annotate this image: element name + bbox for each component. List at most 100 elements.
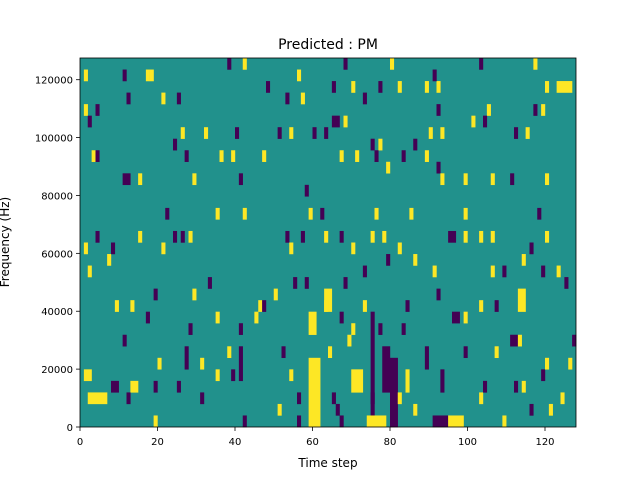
heatmap-cell bbox=[192, 288, 197, 301]
heatmap-cell bbox=[331, 81, 336, 93]
heatmap-cell bbox=[258, 300, 263, 312]
heatmap-cell bbox=[238, 346, 243, 382]
heatmap-cell bbox=[405, 369, 410, 393]
heatmap-cell bbox=[188, 230, 193, 243]
heatmap-cell bbox=[405, 300, 410, 312]
heatmap-cell bbox=[424, 346, 429, 370]
heatmap-cell bbox=[176, 380, 181, 393]
heatmap-cell bbox=[541, 104, 546, 116]
heatmap-cell bbox=[556, 81, 573, 93]
heatmap-cell bbox=[339, 150, 344, 162]
y-tick-label: 0 bbox=[67, 423, 73, 434]
heatmap-cell bbox=[362, 92, 367, 105]
x-tick-label: 120 bbox=[535, 437, 554, 448]
heatmap-cell bbox=[494, 346, 499, 359]
heatmap-cell bbox=[122, 69, 127, 82]
heatmap-cell bbox=[370, 230, 375, 243]
heatmap-cell bbox=[83, 369, 92, 382]
heatmap-cell bbox=[324, 230, 329, 243]
heatmap-cell bbox=[541, 369, 546, 382]
heatmap-cell bbox=[382, 230, 387, 243]
heatmap-cell bbox=[471, 115, 476, 128]
heatmap-cell bbox=[173, 138, 178, 151]
heatmap-cell bbox=[207, 277, 212, 289]
heatmap-cell bbox=[130, 380, 139, 393]
heatmap-cell bbox=[556, 265, 561, 278]
heatmap-cell bbox=[262, 300, 267, 312]
heatmap-cell bbox=[413, 254, 418, 266]
heatmap-cell bbox=[107, 254, 112, 266]
heatmap-cell bbox=[529, 242, 534, 255]
heatmap-cell bbox=[517, 334, 522, 347]
y-tick-label: 60000 bbox=[41, 249, 73, 260]
heatmap-cell bbox=[87, 115, 92, 128]
heatmap-cell bbox=[378, 138, 383, 151]
heatmap-cell bbox=[436, 161, 441, 174]
heatmap-cell bbox=[343, 115, 348, 128]
y-tick-label: 100000 bbox=[35, 134, 73, 145]
heatmap-cell bbox=[231, 150, 236, 162]
heatmap-cell bbox=[308, 311, 317, 335]
heatmap-cell bbox=[548, 403, 553, 416]
y-tick-label: 20000 bbox=[41, 365, 73, 376]
heatmap-cell bbox=[560, 392, 565, 405]
heatmap-cell bbox=[331, 115, 340, 128]
heatmap-cell bbox=[111, 380, 119, 393]
heatmap-cell bbox=[343, 277, 348, 289]
heatmap-cell bbox=[161, 92, 166, 105]
heatmap-cell bbox=[184, 150, 189, 162]
heatmap-cell bbox=[95, 104, 100, 116]
heatmap-cell bbox=[227, 346, 232, 359]
heatmap-cell bbox=[424, 150, 429, 162]
heatmap-cell bbox=[111, 242, 116, 255]
heatmap-cell bbox=[153, 380, 158, 393]
heatmap-cell bbox=[448, 415, 464, 428]
heatmap-cell bbox=[262, 150, 267, 162]
heatmap-cell bbox=[242, 58, 247, 70]
heatmap-cell bbox=[277, 403, 282, 416]
heatmap-cell bbox=[188, 323, 193, 335]
heatmap-cell bbox=[401, 323, 406, 335]
x-tick-label: 0 bbox=[77, 437, 83, 448]
heatmap-cell bbox=[564, 277, 569, 289]
heatmap-cell bbox=[463, 173, 468, 186]
heatmap-cell bbox=[545, 357, 550, 370]
heatmap-cell bbox=[448, 230, 457, 243]
heatmap-cell bbox=[413, 403, 418, 416]
heatmap-cell bbox=[281, 346, 286, 359]
heatmap-cell bbox=[180, 127, 185, 139]
heatmap-cell bbox=[533, 58, 538, 70]
heatmap-cell bbox=[545, 173, 550, 186]
heatmap-cell bbox=[149, 69, 154, 82]
heatmap-cell bbox=[87, 265, 92, 278]
heatmap-cell bbox=[514, 380, 519, 393]
heatmap-cell bbox=[277, 127, 282, 139]
heatmap-cell bbox=[83, 242, 88, 255]
heatmap-cell bbox=[238, 173, 243, 186]
heatmap-cell bbox=[215, 207, 220, 220]
x-axis: 0 20 40 60 80 100 120 bbox=[77, 427, 555, 448]
heatmap-cell bbox=[386, 254, 391, 266]
heatmap-cell bbox=[297, 392, 302, 405]
heatmap-cell bbox=[490, 230, 495, 243]
heatmap-cell bbox=[161, 242, 166, 255]
heatmap-cell bbox=[304, 184, 309, 197]
plot-area bbox=[80, 58, 577, 428]
heatmap-cell bbox=[254, 311, 259, 324]
heatmap-cell bbox=[289, 369, 294, 382]
heatmap-cell bbox=[285, 230, 290, 243]
heatmap-cell bbox=[273, 288, 278, 301]
heatmap-cell bbox=[153, 288, 158, 301]
heatmap-cell bbox=[436, 104, 441, 116]
heatmap-cell bbox=[165, 207, 170, 220]
heatmap-cell bbox=[378, 323, 383, 335]
heatmap-cell bbox=[266, 81, 271, 93]
heatmap-cell bbox=[293, 277, 298, 289]
heatmap-cell bbox=[231, 369, 236, 382]
heatmap-cell bbox=[452, 311, 460, 324]
heatmap-cell bbox=[126, 392, 131, 405]
heatmap-cell bbox=[308, 357, 321, 428]
heatmap-cell bbox=[192, 173, 197, 186]
heatmap-cell bbox=[366, 415, 387, 428]
heatmap-cell bbox=[95, 230, 100, 243]
